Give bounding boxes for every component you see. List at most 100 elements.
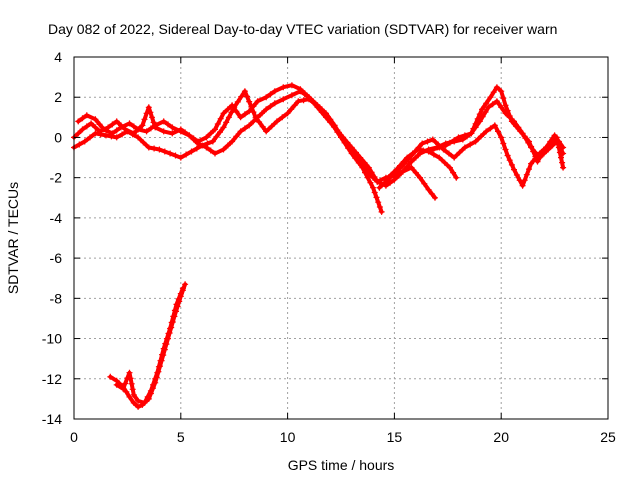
data-point-marker xyxy=(371,189,378,196)
data-point-marker xyxy=(225,114,232,121)
data-point-marker xyxy=(231,104,238,111)
data-point-marker xyxy=(250,118,257,125)
data-point-marker xyxy=(498,104,505,111)
data-point-marker xyxy=(540,149,547,156)
data-point-marker xyxy=(517,128,524,135)
data-point-marker xyxy=(513,123,520,130)
data-point-marker xyxy=(370,174,376,181)
data-point-marker xyxy=(154,369,161,376)
data-point-marker xyxy=(163,335,170,342)
data-point-marker xyxy=(203,144,210,151)
y-tick-label: -2 xyxy=(50,170,63,186)
data-point-marker xyxy=(511,166,517,173)
data-point-marker xyxy=(489,101,496,108)
data-point-marker xyxy=(560,144,567,151)
data-point-marker xyxy=(374,178,381,185)
series-line xyxy=(76,89,437,200)
data-point-marker xyxy=(526,166,532,173)
data-point-marker xyxy=(250,109,257,116)
data-point-marker xyxy=(160,128,167,135)
data-point-marker xyxy=(456,149,463,156)
data-point-marker xyxy=(412,169,419,176)
data-point-marker xyxy=(209,138,216,145)
data-point-marker xyxy=(109,121,116,128)
data-point-marker xyxy=(393,166,400,173)
data-point-marker xyxy=(334,127,341,134)
data-point-marker xyxy=(92,130,99,137)
y-tick-label: -12 xyxy=(42,371,62,387)
data-point-marker xyxy=(519,182,526,189)
data-point-marker xyxy=(446,164,453,171)
data-point-marker xyxy=(186,132,193,139)
data-point-marker xyxy=(279,114,286,121)
data-point-marker xyxy=(107,373,114,380)
data-point-marker xyxy=(151,145,158,152)
data-point-marker xyxy=(502,102,509,109)
plot-frame xyxy=(73,56,609,420)
data-point-marker xyxy=(450,169,457,176)
data-point-marker xyxy=(224,106,231,113)
data-point-marker xyxy=(323,110,329,117)
y-tick-label: 4 xyxy=(54,49,62,65)
data-point-marker xyxy=(288,106,295,113)
data-point-marker xyxy=(217,115,224,122)
data-point-marker xyxy=(521,133,528,140)
data-point-marker xyxy=(482,109,489,115)
data-point-marker xyxy=(135,397,142,404)
data-point-marker xyxy=(259,123,266,130)
data-layer xyxy=(71,82,567,410)
data-point-marker xyxy=(263,128,270,135)
data-point-marker xyxy=(288,92,295,99)
data-point-marker xyxy=(92,116,99,123)
grid-layer xyxy=(74,57,608,419)
data-point-marker xyxy=(408,158,415,165)
data-point-marker xyxy=(543,144,550,151)
data-point-marker xyxy=(228,109,235,116)
data-point-marker xyxy=(113,127,120,134)
data-point-marker xyxy=(479,106,485,113)
data-point-marker xyxy=(254,114,261,121)
data-point-marker xyxy=(120,385,127,392)
data-point-marker xyxy=(451,137,458,144)
chart-title: Day 082 of 2022, Sidereal Day-to-day VTE… xyxy=(48,21,557,37)
x-tick-label: 5 xyxy=(177,429,185,445)
data-point-marker xyxy=(314,102,321,109)
data-point-marker xyxy=(241,88,248,95)
data-point-marker xyxy=(150,381,156,388)
data-point-marker xyxy=(155,363,162,370)
data-point-marker xyxy=(241,125,248,132)
data-point-marker xyxy=(183,151,190,158)
data-point-marker xyxy=(237,114,244,121)
data-point-marker xyxy=(156,146,163,153)
data-point-marker xyxy=(373,194,380,201)
data-point-marker xyxy=(233,133,240,140)
data-point-marker xyxy=(502,146,509,153)
data-point-marker xyxy=(220,146,227,153)
data-point-marker xyxy=(451,154,458,161)
data-point-marker xyxy=(169,124,176,131)
data-point-marker xyxy=(234,98,241,105)
data-point-marker xyxy=(558,154,564,161)
data-point-marker xyxy=(194,140,201,147)
data-point-marker xyxy=(75,130,82,137)
data-point-marker xyxy=(177,290,184,297)
data-point-marker xyxy=(432,194,438,201)
data-point-marker xyxy=(555,138,562,145)
data-point-marker xyxy=(367,179,374,186)
data-point-marker xyxy=(559,159,566,166)
data-point-marker xyxy=(445,150,452,157)
data-point-marker xyxy=(337,131,344,138)
data-point-marker xyxy=(147,387,154,394)
data-point-marker xyxy=(224,142,231,149)
data-point-marker xyxy=(436,154,443,161)
data-point-marker xyxy=(513,172,520,178)
data-point-marker xyxy=(508,118,515,125)
data-point-marker xyxy=(551,132,558,139)
data-point-marker xyxy=(129,386,136,393)
data-point-marker xyxy=(246,122,253,129)
data-point-marker xyxy=(92,124,99,131)
data-point-marker xyxy=(485,104,492,111)
data-point-marker xyxy=(220,124,227,131)
x-axis-label: GPS time / hours xyxy=(288,457,395,473)
data-point-marker xyxy=(124,128,131,135)
